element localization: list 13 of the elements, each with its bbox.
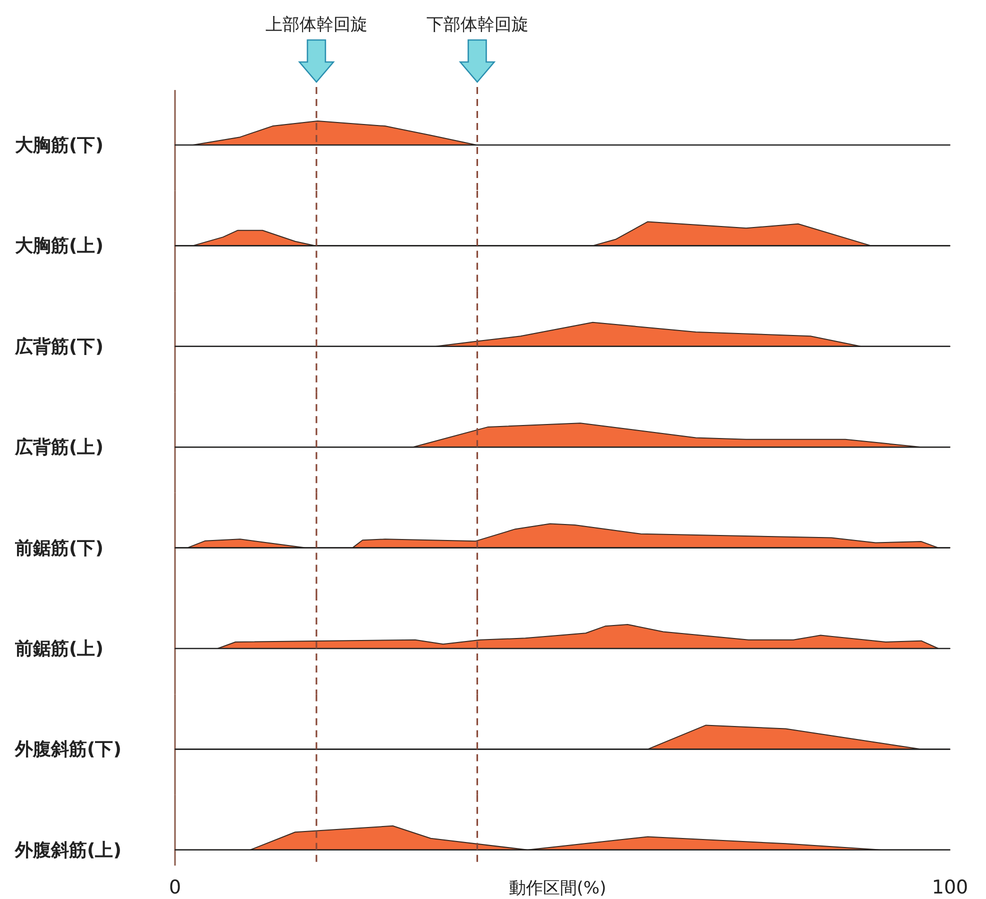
y-axis-title: 大胸筋(下)	[14, 135, 104, 156]
x-axis-title: 動作区間(%)	[508, 878, 606, 899]
ref-line-label: 上部体幹回旋	[265, 15, 368, 35]
y-axis-title: 広背筋(下)	[14, 336, 104, 358]
y-axis-title: 広背筋(上)	[14, 437, 104, 458]
y-axis-title: 外腹斜筋(下)	[14, 739, 122, 760]
x-tick-label: 0	[168, 876, 182, 899]
x-tick-label: 100	[932, 876, 968, 899]
y-axis-title: 大胸筋(上)	[14, 236, 104, 257]
ref-line-label: 下部体幹回旋	[426, 15, 528, 35]
y-axis-title: 外腹斜筋(上)	[14, 840, 122, 861]
y-axis-title: 前鋸筋(上)	[14, 638, 104, 660]
y-axis-title: 前鋸筋(下)	[14, 538, 104, 559]
